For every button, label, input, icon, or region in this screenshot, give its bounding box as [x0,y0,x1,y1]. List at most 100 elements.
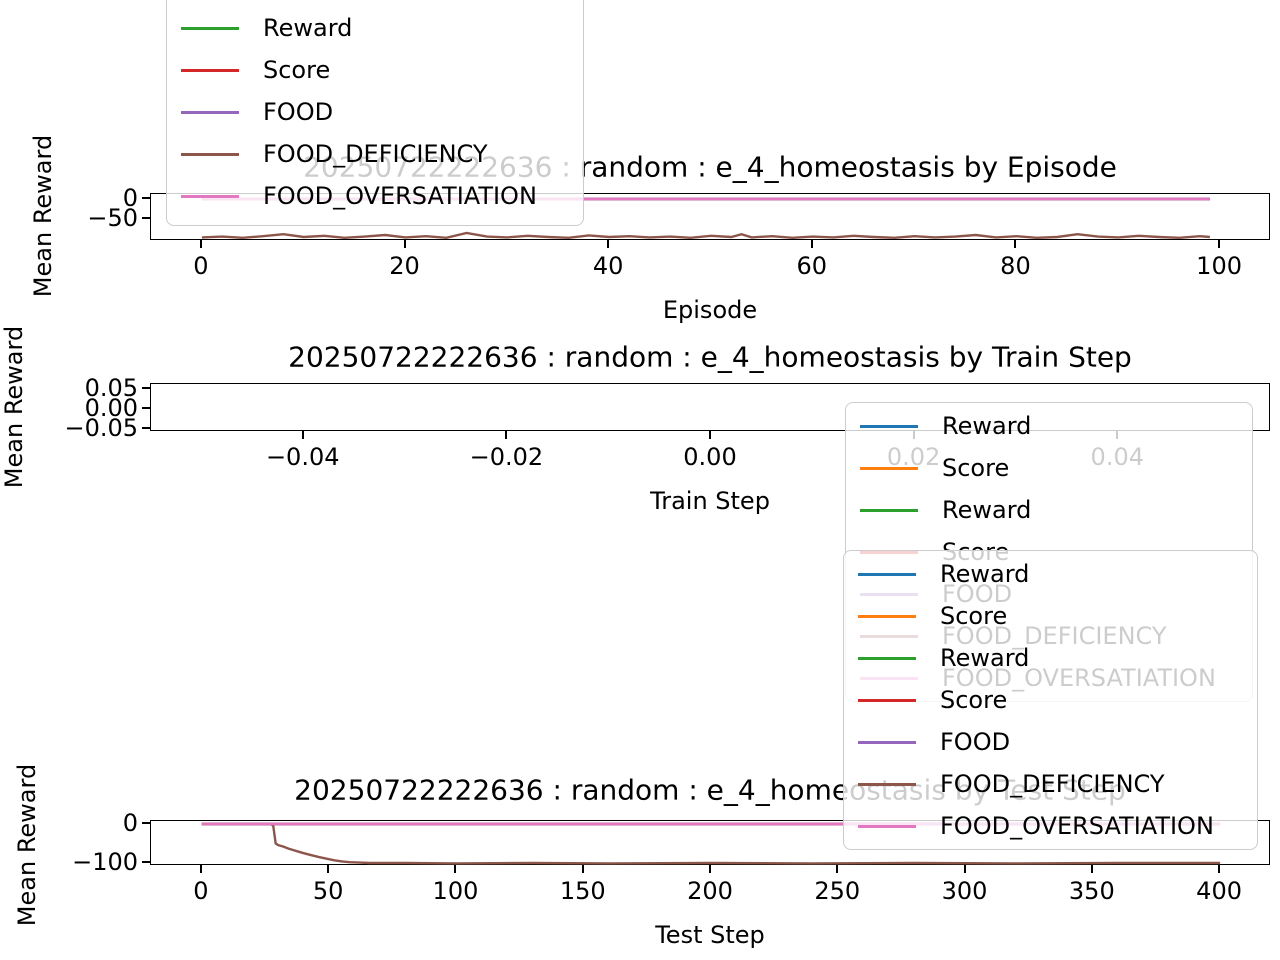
y-tick-label: −0.05 [64,414,138,442]
legend-line-swatch [858,740,916,744]
x-axis-label-episode: Episode [662,296,758,324]
x-tick-label: 50 [312,877,344,905]
legend-line-swatch [858,572,916,576]
legend-episode: Reward Score FOOD FOOD_DEFICIENCY FOOD_OVERS… [166,0,584,226]
legend-label: Reward [263,14,353,42]
legend-item: Score [860,447,1238,489]
legend-line-swatch [860,466,918,470]
x-tick-mark [301,431,304,439]
x-tick-mark [1014,240,1017,248]
legend-item: Reward [858,553,1243,595]
legend-label: FOOD_DEFICIENCY [940,770,1165,798]
x-axis-label-train-step: Train Step [650,487,770,515]
x-tick-label: 200 [687,877,733,905]
legend-label: Score [940,686,1008,714]
legend-item: Reward [858,637,1243,679]
legend-line-swatch [860,508,918,512]
x-tick-mark [505,431,508,439]
legend-label: Score [942,454,1010,482]
legend-line-swatch [181,68,239,72]
legend-label: FOOD_OVERSATIATION [940,812,1214,840]
y-tick-label: 0 [122,184,138,212]
legend-line-swatch [858,782,916,786]
legend-line-swatch [860,424,918,428]
x-tick-mark [403,240,406,248]
x-tick-mark [1218,865,1221,873]
legend-label: Reward [942,412,1032,440]
x-tick-label: 0 [193,252,209,280]
x-tick-mark [709,865,711,873]
y-tick-mark [142,217,150,219]
x-tick-label: 300 [941,877,988,905]
legend-label: FOOD_DEFICIENCY [263,140,488,168]
x-tick-mark [454,865,457,873]
legend-item: FOOD_DEFICIENCY [858,763,1243,805]
legend-line-swatch [181,110,239,114]
legend-line-swatch [858,656,916,660]
y-tick-label: −50 [87,204,138,232]
y-tick-mark [142,860,150,863]
series-line-food_deficiency [201,231,1210,240]
x-tick-label: 150 [559,877,606,905]
x-tick-label: 0 [193,877,209,905]
legend-label: FOOD [263,98,334,126]
y-tick-mark [142,427,150,429]
legend-label: Score [263,56,331,84]
legend-item: Reward [860,489,1238,531]
y-tick-mark [142,407,150,409]
x-tick-label: 100 [432,877,479,905]
legend-line-swatch [181,152,239,156]
legend-line-swatch [858,614,916,618]
x-axis-label-test-step: Test Step [655,921,765,949]
y-tick-label: −100 [72,847,138,876]
x-tick-label: 350 [1068,877,1115,905]
x-tick-mark [199,240,202,248]
legend-line-swatch [858,824,916,828]
legend-label: Reward [940,644,1030,672]
legend-line-swatch [181,26,239,30]
y-tick-mark [142,387,150,389]
x-tick-label: 250 [814,877,861,905]
legend-line-swatch [181,194,239,198]
x-tick-mark [1218,240,1221,248]
y-tick-label: 0.00 [84,394,138,422]
x-tick-mark [327,865,330,873]
legend-label: Reward [942,496,1032,524]
plot-title-train-step: 20250722222636 : random : e_4_homeostasi… [288,340,1132,374]
legend-label: FOOD_OVERSATIATION [263,182,537,210]
y-tick-mark [142,822,150,824]
legend-label: Score [940,602,1008,630]
x-tick-label: 80 [1000,252,1031,280]
legend-item: FOOD_OVERSATIATION [858,805,1243,847]
y-tick-label: 0.05 [84,374,138,402]
y-tick-mark [142,197,150,199]
x-tick-mark [199,865,202,873]
legend-item: Score [858,679,1243,721]
legend-label: FOOD [940,728,1011,756]
legend-item: Score [858,595,1243,637]
y-axis-label-test-step: Mean Reward [13,763,41,927]
x-tick-label: 100 [1196,252,1242,280]
legend-test-step: Reward Score Reward Score FOOD FOOD_DEFICIENC… [843,550,1258,850]
x-tick-mark [709,431,711,439]
x-tick-label: 60 [796,252,828,280]
x-tick-mark [836,865,839,873]
y-axis-label-episode: Mean Reward [29,134,57,298]
legend-item: FOOD [858,721,1243,763]
legend-item: Reward [181,7,569,49]
legend-item: FOOD_OVERSATIATION [181,175,569,217]
legend-item: Score [181,49,569,91]
legend-line-swatch [858,698,916,702]
y-tick-label: 0 [122,809,138,837]
x-tick-label: 20 [389,252,420,280]
x-tick-mark [810,240,813,248]
legend-item: Reward [860,405,1238,447]
x-tick-mark [581,865,584,873]
x-tick-label: 400 [1196,877,1242,905]
series-line-food_deficiency [201,822,1221,865]
axes-box-train-step [150,383,1270,431]
x-tick-label: 0.00 [683,443,737,471]
x-tick-mark [607,240,610,248]
legend-label: Reward [940,560,1030,588]
y-axis-label-train-step: Mean Reward [0,325,28,489]
